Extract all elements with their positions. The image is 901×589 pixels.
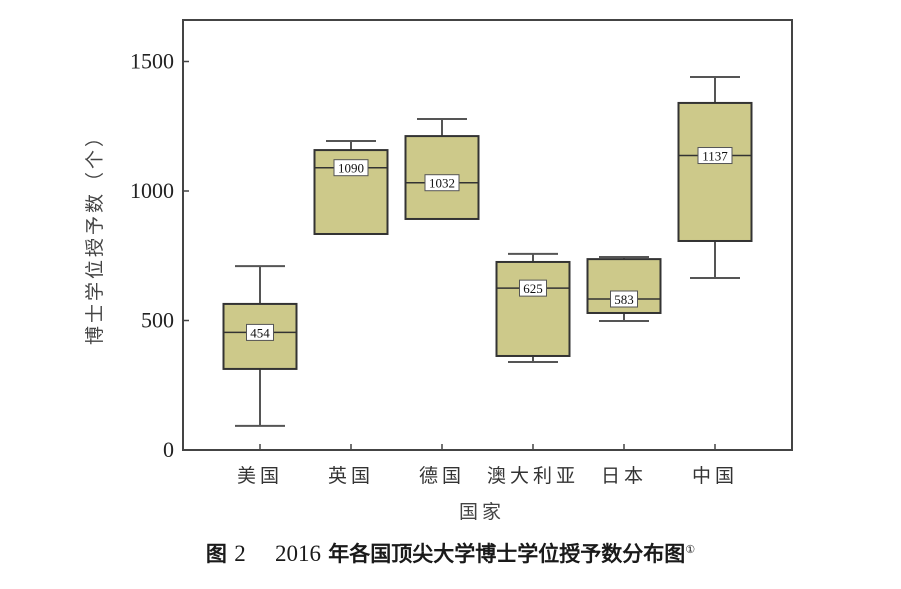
x-tick-label: 美国 [237,465,283,487]
y-tick-label: 1500 [130,49,174,74]
median-label: 454 [250,325,270,340]
box-5 [677,101,753,242]
y-axis-title: 博士学位授予数（个） [84,125,106,345]
median-label-box [333,159,369,177]
x-axis-title: 国家 [459,501,505,523]
median-label-box [697,147,733,165]
footnote-marker: ① [685,543,696,556]
x-tick-label: 澳大利亚 [487,465,579,487]
median-label-box [519,279,547,297]
median-label-box [424,174,460,192]
median-label: 1090 [338,161,364,176]
caption-text: 年各国顶尖大学博士学位授予数分布图 [328,542,686,566]
y-tick-label: 0 [163,437,174,462]
median-label-box [246,323,274,341]
box-3 [495,260,571,357]
median-label-box [610,290,638,308]
median-label: 583 [614,292,634,307]
x-tick-label: 德国 [419,465,465,487]
median-label: 1032 [429,176,455,191]
x-tick-label: 中国 [692,465,738,487]
caption-figure: 图 [205,542,227,566]
y-tick-label: 500 [141,308,174,333]
y-tick-label: 1000 [130,178,174,203]
figure-caption: 图 2 2016 年各国顶尖大学博士学位授予数分布图① [0,538,901,568]
x-tick-label: 英国 [328,465,374,487]
x-tick-label: 日本 [601,465,647,487]
caption-year: 2016 [274,541,321,566]
median-label: 1137 [702,149,728,164]
boxplot-chart: 0 500 1000 1500 博士学位授予数（个） 美国 454 英国 1090 德国 1032 澳… [84,19,793,523]
caption-figure-num: 2 [234,541,246,566]
plot-frame [182,19,793,451]
median-label: 625 [523,281,543,296]
